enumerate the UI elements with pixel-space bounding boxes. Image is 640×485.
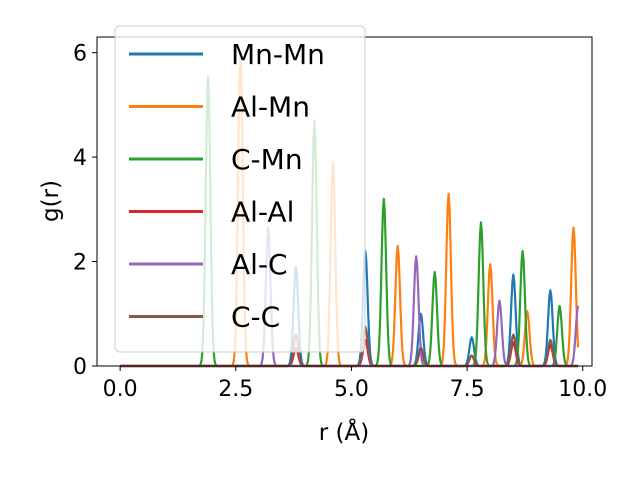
y-axis: 0 2 4 6: [73, 42, 97, 380]
legend-label-al-al: Al-Al: [231, 196, 294, 229]
x-tick-label: 7.5: [450, 377, 485, 402]
legend-label-al-c: Al-C: [231, 248, 288, 281]
legend-label-c-mn: C-Mn: [231, 143, 303, 176]
legend-label-mn-mn: Mn-Mn: [231, 38, 325, 71]
x-tick-label: 10.0: [558, 377, 607, 402]
x-axis: 0.0 2.5 5.0 7.5 10.0: [103, 366, 607, 402]
legend-label-al-mn: Al-Mn: [231, 91, 310, 124]
y-tick-label: 4: [73, 146, 87, 171]
y-tick-label: 0: [73, 355, 87, 380]
x-axis-label: r (Å): [319, 418, 369, 446]
y-axis-label: g(r): [38, 180, 64, 222]
x-tick-label: 2.5: [218, 377, 253, 402]
legend-label-c-c: C-C: [231, 301, 280, 334]
y-tick-label: 6: [73, 42, 87, 67]
x-tick-label: 0.0: [103, 377, 138, 402]
x-tick-label: 5.0: [334, 377, 369, 402]
y-tick-label: 2: [73, 251, 87, 276]
legend: Mn-Mn Al-Mn C-Mn Al-Al Al-C C-C: [114, 25, 366, 353]
